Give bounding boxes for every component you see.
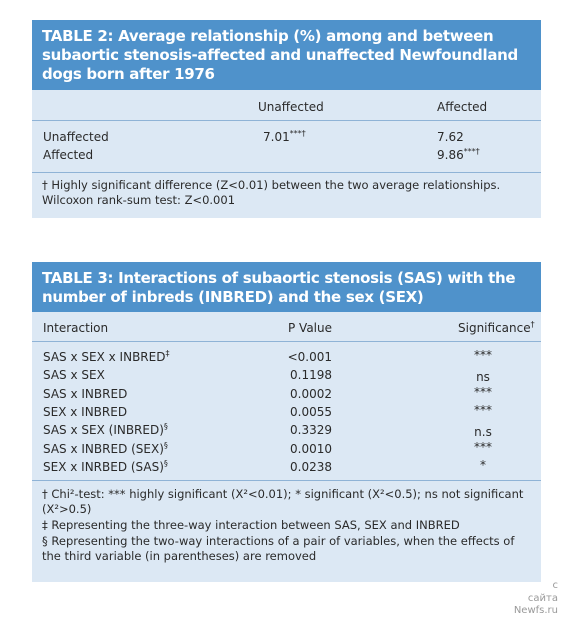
marker: § (163, 458, 168, 468)
marker: § (163, 440, 168, 450)
row-label: SAS x SEX (43, 368, 105, 382)
significance: * (480, 457, 486, 472)
footnote: § Representing the two-way interactions … (42, 534, 515, 563)
row-label: Unaffected (43, 130, 109, 144)
interaction: SEX x INRBED (SAS) (43, 459, 164, 474)
p-value: 0.0002 (290, 386, 332, 401)
significance: ns (476, 370, 490, 385)
row-label: SEX x INRBED (SAS)§ (43, 458, 168, 474)
column-header: Interaction (43, 321, 109, 335)
significance: *** (474, 439, 492, 454)
column-header: Significance† (458, 320, 535, 336)
marker: ***† (289, 129, 306, 138)
significance: *** (474, 348, 492, 362)
watermark: сайта (527, 593, 558, 604)
p-value: 0.1198 (290, 368, 332, 383)
marker: ‡ (165, 349, 170, 358)
significance: *** (474, 402, 492, 417)
value-text: 7.01 (263, 130, 290, 144)
footnote: † Chi²-test: *** highly significant (X²<… (42, 487, 524, 516)
rule (32, 172, 541, 173)
interaction: SAS x INBRED (43, 386, 128, 401)
marker: § (163, 422, 168, 432)
interaction: SEX x INBRED (43, 404, 128, 419)
p-value: 0.0010 (290, 441, 332, 456)
significance: *** (474, 384, 492, 399)
footnote: ‡ Representing the three-way interaction… (42, 518, 460, 532)
interaction: SAS x SEX x INBRED (43, 350, 166, 364)
rule (32, 120, 541, 121)
row-label: SEX x INBRED (43, 405, 127, 419)
row-label: Affected (43, 148, 94, 162)
marker: ***† (463, 147, 480, 156)
significance: n.s (474, 425, 492, 440)
value-text: 9.86 (437, 148, 464, 162)
column-header: P Value (288, 321, 333, 335)
value: 9.86***† (437, 147, 480, 163)
interaction: SAS x SEX (INBRED) (43, 423, 164, 438)
p-value: 0.0055 (290, 404, 332, 419)
p-value: <0.001 (287, 350, 332, 364)
table-2: TABLE 2: Average relationship (%) among … (32, 20, 541, 218)
rule (32, 480, 541, 481)
watermark: с (552, 580, 559, 591)
interaction: SAS x INBRED (SEX) (43, 441, 164, 456)
p-value: 0.3329 (290, 423, 332, 438)
value: 7.01***† (263, 129, 306, 145)
row-label: SAS x INBRED (SEX)§ (43, 440, 168, 456)
table-title: TABLE 2: Average relationship (%) among … (32, 20, 541, 90)
marker: † (530, 320, 535, 329)
column-header: Unaffected (258, 100, 324, 114)
p-value: 0.0238 (290, 459, 332, 474)
table-3: TABLE 3: Interactions of subaortic steno… (32, 262, 541, 582)
interaction: SAS x SEX (43, 368, 105, 383)
footnote: † Highly significant difference (Z<0.01)… (42, 178, 501, 207)
table-title: TABLE 3: Interactions of subaortic steno… (32, 262, 541, 312)
value: 7.62 (437, 130, 464, 144)
row-label: SAS x SEX x INBRED‡ (43, 349, 170, 365)
column-header: Affected (437, 100, 488, 114)
header-text: Significance (458, 321, 531, 335)
row-label: SAS x INBRED (43, 387, 127, 401)
watermark: Newfs.ru (513, 605, 558, 616)
row-label: SAS x SEX (INBRED)§ (43, 422, 168, 438)
rule (32, 341, 541, 342)
